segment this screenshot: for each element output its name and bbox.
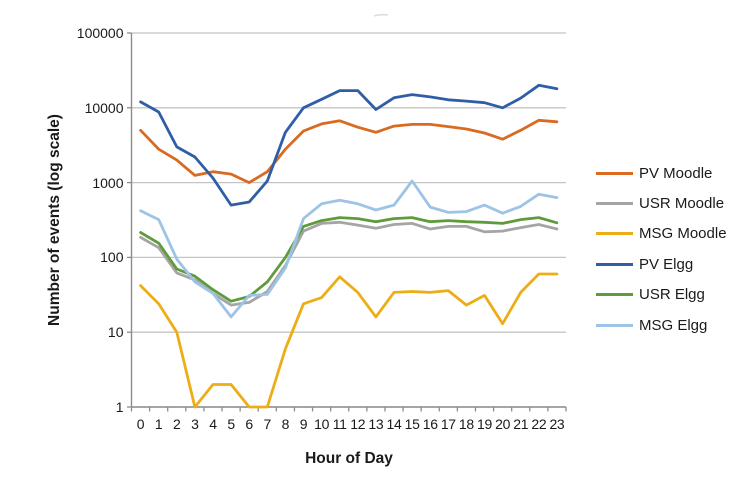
x-tick-label: 22 xyxy=(531,416,547,432)
y-axis-title: Number of events (log scale) xyxy=(46,114,63,326)
legend-item: USR Elgg xyxy=(596,280,727,310)
x-tick-label: 5 xyxy=(227,416,235,432)
legend-line-swatch xyxy=(596,202,633,206)
legend-label: PV Moodle xyxy=(639,164,713,182)
x-tick-label: 21 xyxy=(513,416,529,432)
series-line-usr-elgg xyxy=(139,216,559,303)
series-line-msg-moodle xyxy=(139,272,559,409)
x-tick-label: 13 xyxy=(368,416,384,432)
x-tick-label: 23 xyxy=(549,416,565,432)
legend-line-swatch xyxy=(596,293,633,297)
y-tick-label: 100 xyxy=(100,249,124,266)
legend-label: MSG Elgg xyxy=(639,316,708,334)
x-tick-label: 11 xyxy=(332,416,347,432)
legend-line-swatch xyxy=(596,323,633,327)
x-tick-label: 16 xyxy=(422,416,438,432)
x-tick-label: 15 xyxy=(404,416,420,432)
y-tick-label: 100000 xyxy=(76,25,124,41)
y-tick-label: 1 xyxy=(115,399,124,415)
series-line-usr-moodle xyxy=(139,220,559,307)
legend-label: PV Elgg xyxy=(639,255,694,273)
legend-line-swatch xyxy=(596,171,633,175)
x-tick-label: 0 xyxy=(136,416,145,432)
legend-line-swatch xyxy=(596,232,633,236)
x-tick-label: 2 xyxy=(173,416,181,432)
x-tick-label: 17 xyxy=(440,416,456,432)
legend-label: USR Elgg xyxy=(639,286,705,304)
x-tick-label: 4 xyxy=(209,416,217,432)
x-tick-label: 20 xyxy=(495,416,511,432)
y-tick-label: 1000 xyxy=(92,174,124,191)
legend-item: MSG Elgg xyxy=(596,310,727,340)
x-tick-label: 8 xyxy=(281,416,290,432)
legend: PV Moodle USR Moodle MSG Moodle PV Elgg USR … xyxy=(596,158,727,340)
x-tick-label: 1 xyxy=(154,416,163,432)
y-tick-label: 10000 xyxy=(84,99,124,116)
x-tick-label: 9 xyxy=(299,416,308,432)
legend-item: PV Elgg xyxy=(596,249,727,279)
x-tick-label: 7 xyxy=(263,416,272,432)
legend-item: USR Moodle xyxy=(596,188,727,218)
legend-line-swatch xyxy=(596,262,633,266)
legend-item: PV Moodle xyxy=(596,158,727,188)
series-line-msg-elgg xyxy=(139,179,559,319)
x-tick-label: 14 xyxy=(386,416,402,432)
series-line-pv-elgg xyxy=(139,83,559,207)
legend-label: MSG Moodle xyxy=(639,225,727,243)
x-axis-title: Hour of Day xyxy=(305,450,393,467)
legend-label: USR Moodle xyxy=(639,195,725,213)
x-tick-label: 18 xyxy=(458,416,474,432)
x-tick-label: 3 xyxy=(191,416,199,432)
series-line-pv-moodle xyxy=(139,118,559,185)
x-tick-label: 12 xyxy=(350,416,366,432)
legend-item: MSG Moodle xyxy=(596,219,727,249)
y-tick-label: 10 xyxy=(107,324,124,341)
smudge-artifact xyxy=(373,13,389,17)
x-tick-label: 6 xyxy=(245,416,253,432)
x-tick-label: 10 xyxy=(314,416,330,432)
x-tick-label: 19 xyxy=(477,416,493,432)
